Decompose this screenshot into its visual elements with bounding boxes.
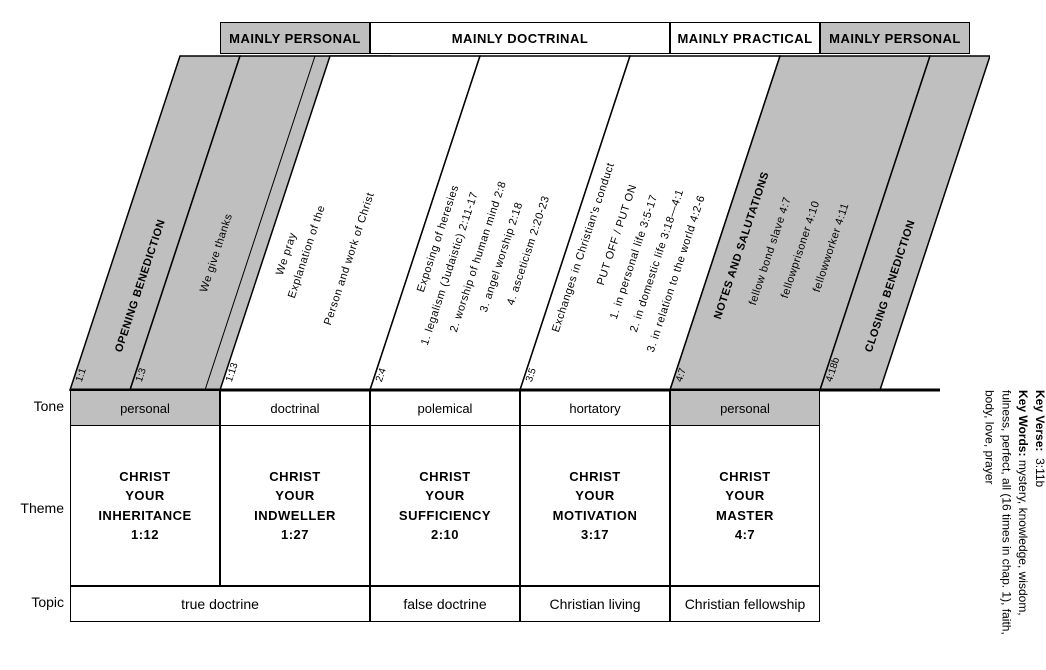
side-keyverse-keywords: Key Verse: 3:11b Key Words: mystery, kno… xyxy=(988,390,1046,650)
rowlabel-topic: Topic xyxy=(10,594,64,610)
header-mainly-personal-1: MAINLY PERSONAL xyxy=(220,22,370,54)
tone-polemical: polemical xyxy=(370,390,520,426)
rowlabel-tone: Tone xyxy=(10,398,64,414)
topic-true-doctrine: true doctrine xyxy=(70,586,370,622)
header-mainly-practical: MAINLY PRACTICAL xyxy=(670,22,820,54)
theme-indweller: CHRIST YOUR INDWELLER 1:27 xyxy=(220,426,370,586)
rowlabel-theme: Theme xyxy=(10,500,64,516)
tone-personal-2: personal xyxy=(670,390,820,426)
header-mainly-personal-2: MAINLY PERSONAL xyxy=(820,22,970,54)
topic-false-doctrine: false doctrine xyxy=(370,586,520,622)
tone-personal-1: personal xyxy=(70,390,220,426)
tone-doctrinal: doctrinal xyxy=(220,390,370,426)
theme-inheritance: CHRIST YOUR INHERITANCE 1:12 xyxy=(70,426,220,586)
theme-motivation: CHRIST YOUR MOTIVATION 3:17 xyxy=(520,426,670,586)
theme-master: CHRIST YOUR MASTER 4:7 xyxy=(670,426,820,586)
header-mainly-doctrinal: MAINLY DOCTRINAL xyxy=(370,22,670,54)
topic-christian-living: Christian living xyxy=(520,586,670,622)
tone-hortatory: hortatory xyxy=(520,390,670,426)
theme-sufficiency: CHRIST YOUR SUFFICIENCY 2:10 xyxy=(370,426,520,586)
topic-christian-fellowship: Christian fellowship xyxy=(670,586,820,622)
